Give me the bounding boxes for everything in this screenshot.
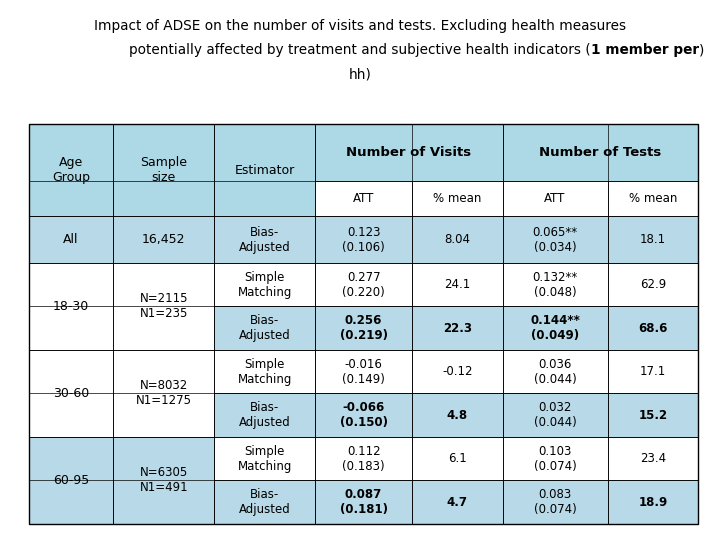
Text: % mean: % mean	[629, 192, 678, 205]
Text: Bias-
Adjusted: Bias- Adjusted	[239, 401, 291, 429]
Text: -0.066
(0.150): -0.066 (0.150)	[340, 401, 387, 429]
Text: Simple
Matching: Simple Matching	[238, 271, 292, 299]
Text: potentially affected by treatment and subjective health indicators (: potentially affected by treatment and su…	[129, 43, 591, 57]
Text: Bias-
Adjusted: Bias- Adjusted	[239, 488, 291, 516]
Text: Number of Visits: Number of Visits	[346, 146, 472, 159]
Text: All: All	[63, 233, 78, 246]
Text: Simple
Matching: Simple Matching	[238, 444, 292, 472]
Text: Impact of ADSE on the number of visits and tests. Excluding health measures: Impact of ADSE on the number of visits a…	[94, 19, 626, 33]
Text: 0.087
(0.181): 0.087 (0.181)	[340, 488, 387, 516]
Text: 24.1: 24.1	[444, 278, 470, 291]
Text: 4.7: 4.7	[446, 496, 468, 509]
Text: 0.036
(0.044): 0.036 (0.044)	[534, 357, 577, 386]
Text: 1 member per: 1 member per	[591, 43, 699, 57]
Text: 60-95: 60-95	[53, 474, 89, 487]
Text: Sample
size: Sample size	[140, 156, 187, 184]
Text: Number of Tests: Number of Tests	[539, 146, 662, 159]
Text: 68.6: 68.6	[639, 322, 667, 335]
Text: 0.132**
(0.048): 0.132** (0.048)	[533, 271, 577, 299]
Text: 18-30: 18-30	[53, 300, 89, 313]
Text: 22.3: 22.3	[443, 322, 472, 335]
Text: % mean: % mean	[433, 192, 482, 205]
Text: 18.1: 18.1	[640, 233, 666, 246]
Text: 6.1: 6.1	[448, 452, 467, 465]
Text: 18.9: 18.9	[639, 496, 667, 509]
Text: N=6305
N1=491: N=6305 N1=491	[140, 467, 188, 494]
Text: Bias-
Adjusted: Bias- Adjusted	[239, 314, 291, 342]
Text: 0.103
(0.074): 0.103 (0.074)	[534, 444, 577, 472]
Text: -0.016
(0.149): -0.016 (0.149)	[342, 357, 385, 386]
Text: 16,452: 16,452	[142, 233, 186, 246]
Text: ATT: ATT	[353, 192, 374, 205]
Text: hh): hh)	[348, 68, 372, 82]
Text: 0.277
(0.220): 0.277 (0.220)	[342, 271, 385, 299]
Text: 23.4: 23.4	[640, 452, 666, 465]
Text: 15.2: 15.2	[639, 409, 667, 422]
Text: Estimator: Estimator	[235, 164, 295, 177]
Text: 62.9: 62.9	[640, 278, 666, 291]
Text: N=2115
N1=235: N=2115 N1=235	[140, 292, 188, 320]
Text: ): )	[699, 43, 704, 57]
Text: 0.112
(0.183): 0.112 (0.183)	[342, 444, 385, 472]
Text: ATT: ATT	[544, 192, 566, 205]
Text: -0.12: -0.12	[442, 365, 472, 378]
Text: 0.144**
(0.049): 0.144** (0.049)	[530, 314, 580, 342]
Text: 0.032
(0.044): 0.032 (0.044)	[534, 401, 577, 429]
Text: 8.04: 8.04	[444, 233, 470, 246]
Text: Age
Group: Age Group	[52, 156, 90, 184]
Text: 0.256
(0.219): 0.256 (0.219)	[340, 314, 387, 342]
Text: 0.083
(0.074): 0.083 (0.074)	[534, 488, 577, 516]
Text: N=8032
N1=1275: N=8032 N1=1275	[136, 380, 192, 407]
Text: 30-60: 30-60	[53, 387, 89, 400]
Text: Bias-
Adjusted: Bias- Adjusted	[239, 226, 291, 254]
Text: Simple
Matching: Simple Matching	[238, 357, 292, 386]
Text: 17.1: 17.1	[640, 365, 666, 378]
Text: 0.065**
(0.034): 0.065** (0.034)	[533, 226, 577, 254]
Text: 4.8: 4.8	[446, 409, 468, 422]
Text: 0.123
(0.106): 0.123 (0.106)	[342, 226, 385, 254]
